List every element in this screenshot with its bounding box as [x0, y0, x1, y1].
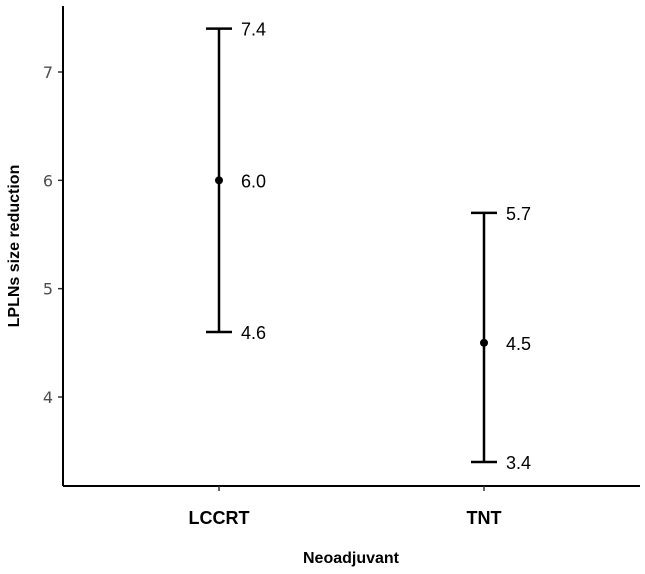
- x-tick-label: TNT: [467, 508, 502, 528]
- mean-point: [215, 176, 223, 185]
- upper-value-label: 7.4: [241, 20, 266, 40]
- y-tick-label: 7: [43, 63, 53, 82]
- lower-value-label: 4.6: [241, 323, 266, 343]
- y-axis-ticks: 4 5 6 7: [43, 63, 63, 407]
- y-tick-label: 5: [43, 280, 53, 299]
- lower-value-label: 3.4: [506, 453, 531, 473]
- y-axis-title: LPLNs size reduction: [6, 165, 23, 328]
- error-bar-lccrt: 7.4 6.0 4.6: [206, 20, 266, 343]
- error-bars: 7.4 6.0 4.6 5.7 4.5 3.4: [206, 20, 531, 473]
- y-tick-label: 6: [43, 171, 53, 190]
- mean-value-label: 4.5: [506, 334, 531, 354]
- x-tick-label: LCCRT: [189, 508, 250, 528]
- y-tick-label: 4: [43, 388, 53, 407]
- mean-value-label: 6.0: [241, 171, 266, 191]
- x-axis-ticks: LCCRT TNT: [189, 486, 502, 528]
- x-axis-title: Neoadjuvant: [303, 550, 400, 567]
- upper-value-label: 5.7: [506, 204, 531, 224]
- mean-point: [480, 338, 488, 347]
- error-bar-tnt: 5.7 4.5 3.4: [471, 204, 531, 473]
